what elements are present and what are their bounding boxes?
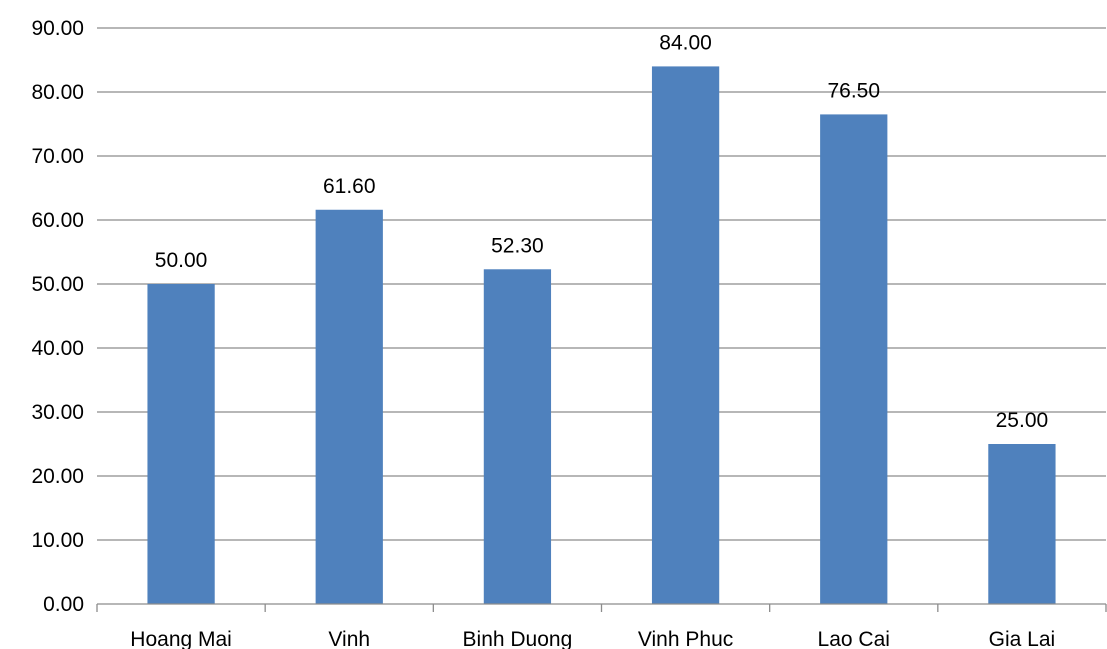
x-tick-label: Gia Lai: [989, 628, 1056, 649]
x-axis-tick-labels: Hoang Mai Vinh Binh Duong Vinh Phuc Lao Cai G…: [130, 628, 1055, 649]
y-axis-tick-labels: 0.00 10.00 20.00 30.00 40.00 50.00 60.00 70.00 8…: [31, 17, 84, 616]
y-tick-label: 10.00: [31, 529, 84, 552]
bar: [315, 209, 383, 604]
x-tick-label: Lao Cai: [818, 628, 890, 649]
bar: [147, 284, 215, 604]
bar-value-label: 61.60: [323, 175, 376, 198]
y-tick-label: 20.00: [31, 465, 84, 488]
y-tick-label: 90.00: [31, 17, 84, 40]
y-tick-label: 50.00: [31, 273, 84, 296]
bar: [483, 269, 552, 604]
bar-value-label: 84.00: [659, 31, 712, 54]
y-tick-label: 60.00: [31, 209, 84, 232]
gridlines: [97, 27, 1106, 541]
y-tick-label: 0.00: [43, 593, 84, 616]
x-tick-label: Hoang Mai: [130, 628, 232, 649]
x-tick-label: Vinh: [328, 628, 370, 649]
bar: [820, 114, 888, 605]
bar: [988, 444, 1056, 604]
x-tick-label: Vinh Phuc: [638, 628, 733, 649]
x-tick-label: Binh Duong: [463, 628, 573, 649]
bar-value-label: 50.00: [155, 249, 208, 272]
y-tick-label: 40.00: [31, 337, 84, 360]
bars: [147, 66, 1056, 605]
y-tick-label: 70.00: [31, 145, 84, 168]
bar: [651, 66, 720, 604]
bar-value-label: 25.00: [996, 409, 1049, 432]
bar-value-label: 52.30: [491, 234, 544, 257]
y-tick-label: 80.00: [31, 81, 84, 104]
bar-value-label: 76.50: [827, 79, 880, 102]
data-labels: 50.00 61.60 52.30 84.00 76.50 25.00: [155, 31, 1048, 432]
y-tick-label: 30.00: [31, 401, 84, 424]
x-axis: [96, 603, 1107, 612]
